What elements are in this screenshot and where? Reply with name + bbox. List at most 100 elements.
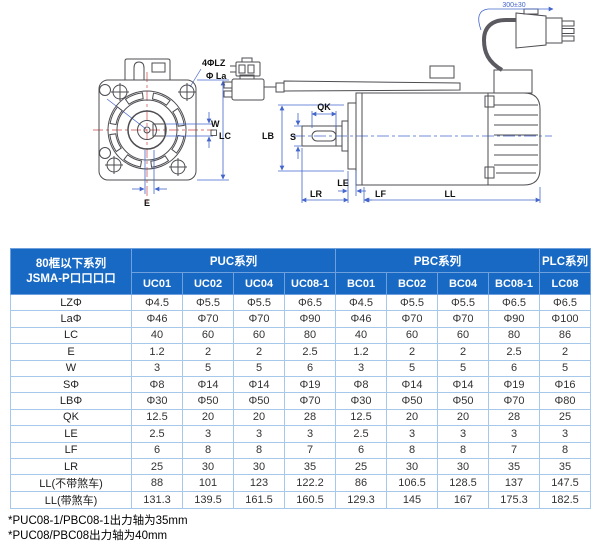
spec-value: 30: [437, 457, 489, 476]
row-label: LE: [10, 425, 132, 443]
spec-value: Φ70: [488, 392, 540, 410]
spec-value: 123: [233, 474, 285, 493]
model-header-uc02: UC02: [182, 272, 234, 295]
model-header-lc08: LC08: [539, 272, 591, 295]
spec-value: Φ90: [488, 310, 540, 328]
row-label: LF: [10, 441, 132, 459]
spec-value: 128.5: [437, 474, 489, 493]
spec-value: 5: [386, 359, 438, 377]
spec-value: 3: [488, 425, 540, 443]
spec-value: Φ50: [233, 392, 285, 410]
spec-value: Φ100: [539, 310, 591, 328]
spec-value: Φ70: [182, 310, 234, 328]
series-title-line2: JSMA-P口口口口: [26, 272, 116, 285]
spec-value: Φ5.5: [386, 293, 438, 312]
model-header-uc01: UC01: [131, 272, 183, 295]
row-label: LL(不带煞车): [10, 474, 132, 493]
spec-value: Φ46: [335, 310, 387, 328]
spec-value: 12.5: [131, 408, 183, 427]
row-label: W: [10, 359, 132, 377]
terminal-box: [494, 70, 532, 93]
row-label: QK: [10, 408, 132, 427]
spec-value: 2: [233, 343, 285, 361]
spec-value: 30: [233, 457, 285, 476]
spec-value: Φ5.5: [233, 293, 285, 312]
label-frame-size: LC: [219, 131, 231, 141]
label-keyway-width: W: [211, 119, 220, 129]
spec-value: 25: [131, 457, 183, 476]
spec-value: 20: [182, 408, 234, 427]
spec-value: Φ4.5: [335, 293, 387, 312]
model-header-uc08-1: UC08-1: [284, 272, 336, 295]
model-header-bc01: BC01: [335, 272, 387, 295]
spec-value: 20: [437, 408, 489, 427]
spec-row: LF 6 8 8 7 6 8 8 7 8: [10, 441, 591, 459]
spec-value: 25: [335, 457, 387, 476]
output-cable: [481, 18, 516, 72]
label-pilot-depth: LE: [337, 178, 349, 188]
keyhole-cutout: [134, 62, 144, 80]
spec-value: 86: [539, 326, 591, 345]
spec-value: Φ46: [131, 310, 183, 328]
spec-value: Φ70: [386, 310, 438, 328]
spec-value: 35: [488, 457, 540, 476]
rotor-slot: [151, 156, 169, 167]
footnote-2: *PUC08/PBC08出力轴为40mm: [8, 529, 168, 542]
spec-value: 2.5: [284, 343, 336, 361]
spec-row: LZΦ Φ4.5 Φ5.5 Φ5.5 Φ6.5 Φ4.5 Φ5.5 Φ5.5 Φ6.5 Φ6.5: [10, 293, 591, 312]
model-header-bc08-1: BC08-1: [488, 272, 540, 295]
rotor-slot: [152, 93, 170, 105]
spec-value: 8: [233, 441, 285, 459]
spec-value: 160.5: [284, 491, 336, 510]
spec-value: Φ4.5: [131, 293, 183, 312]
spec-value: Φ5.5: [182, 293, 234, 312]
spec-value: 5: [233, 359, 285, 377]
spec-row: E 1.2 2 2 2.5 1.2 2 2 2.5 2: [10, 343, 591, 361]
rotor-slot: [110, 134, 121, 152]
table-corner-header: 80框以下系列 JSMA-P口口口口: [10, 248, 132, 295]
spec-value: 3: [335, 359, 387, 377]
spec-value: 30: [386, 457, 438, 476]
spec-value: 3: [284, 425, 336, 443]
row-label: LBΦ: [10, 392, 132, 410]
spec-value: 5: [182, 359, 234, 377]
spec-value: Φ14: [437, 375, 489, 394]
spec-value: 8: [386, 441, 438, 459]
spec-value: 137: [488, 474, 540, 493]
spec-value: Φ16: [539, 375, 591, 394]
spec-row: LaΦ Φ46 Φ70 Φ70 Φ90 Φ46 Φ70 Φ70 Φ90 Φ100: [10, 310, 591, 328]
spec-value: 28: [284, 408, 336, 427]
bolt-hole-icon: [105, 83, 196, 176]
spec-value: 167: [437, 491, 489, 510]
spec-value: 101: [182, 474, 234, 493]
spec-value: Φ14: [233, 375, 285, 394]
spec-row: LL(带煞车) 131.3 139.5 161.5 160.5 129.3 145 167 17…: [10, 491, 591, 510]
corner-hole: [100, 148, 111, 159]
spec-value: 3: [539, 425, 591, 443]
spec-value: 5: [539, 359, 591, 377]
spec-value: 88: [131, 474, 183, 493]
spec-value: 3: [437, 425, 489, 443]
row-label: LZΦ: [10, 293, 132, 312]
spec-value: Φ50: [182, 392, 234, 410]
drawing-svg: 4ΦLZ Φ La W LC E: [93, 2, 600, 208]
label-cable-length: 300±30: [502, 2, 525, 9]
spec-value: 28: [488, 408, 540, 427]
spec-value: 122.2: [284, 474, 336, 493]
cable-plug: [516, 13, 546, 48]
spec-value: Φ5.5: [437, 293, 489, 312]
spec-value: 145: [386, 491, 438, 510]
model-header-bc04: BC04: [437, 272, 489, 295]
model-header-bc02: BC02: [386, 272, 438, 295]
spec-value: 60: [437, 326, 489, 345]
row-label: LC: [10, 326, 132, 345]
spec-value: 40: [131, 326, 183, 345]
spec-table: 80框以下系列 JSMA-P口口口口 PUC系列 PBC系列 PLC系列 UC0…: [10, 248, 591, 510]
spec-value: 139.5: [182, 491, 234, 510]
front-view: [99, 59, 196, 180]
spec-row: LE 2.5 3 3 3 2.5 3 3 3 3: [10, 425, 591, 443]
row-label: E: [10, 343, 132, 361]
group-header-puc: PUC系列: [131, 248, 336, 273]
spec-value: 3: [131, 359, 183, 377]
